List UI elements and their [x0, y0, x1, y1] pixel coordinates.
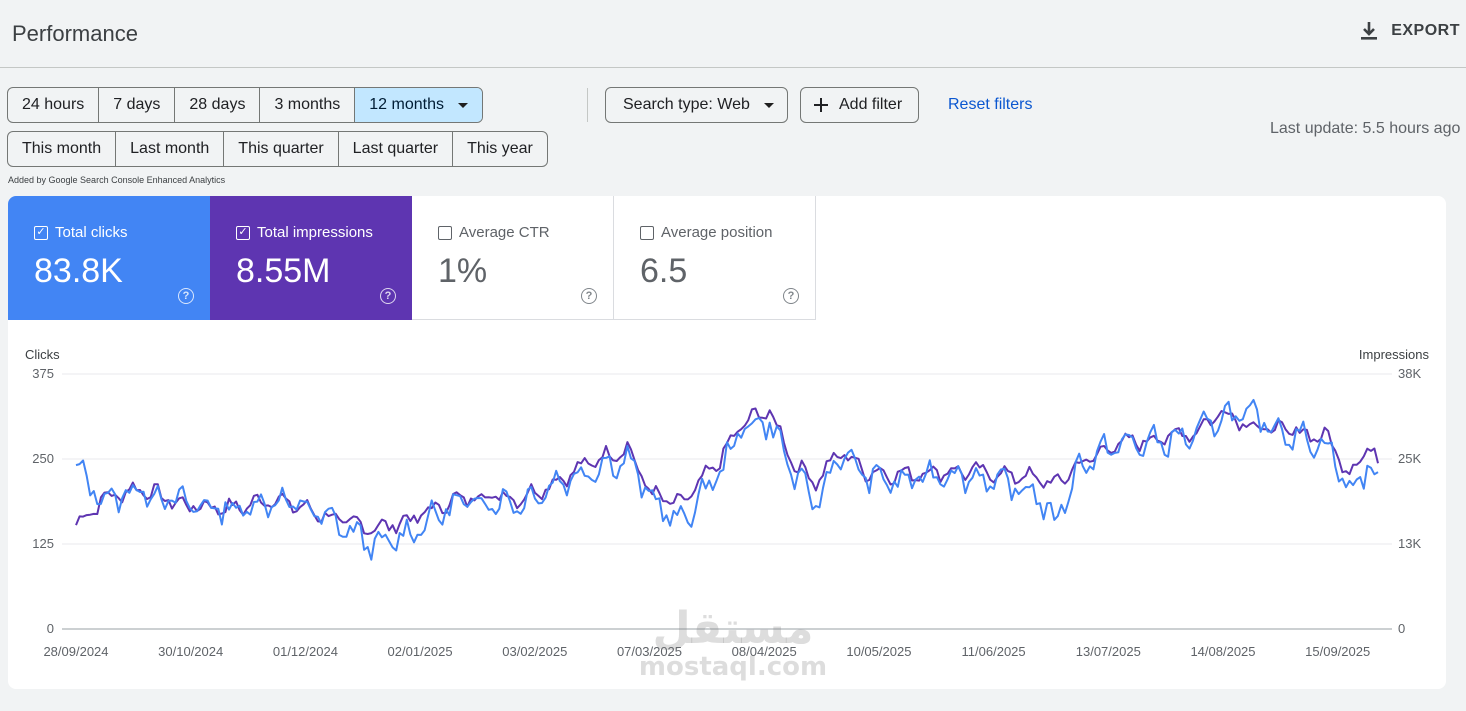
reset-filters-link[interactable]: Reset filters — [948, 96, 1033, 113]
x-tick-label: 13/07/2025 — [1076, 644, 1141, 659]
help-icon[interactable]: ? — [783, 288, 799, 304]
metric-value: 8.55M — [236, 252, 331, 290]
range-24-hours[interactable]: 24 hours — [8, 88, 100, 122]
metric-value: 83.8K — [34, 252, 123, 290]
x-tick-label: 07/03/2025 — [617, 644, 682, 659]
top-bar: Performance EXPORT — [0, 0, 1466, 68]
search-type-label: Search type: Web — [623, 96, 750, 113]
metric-label-row: Average CTR — [438, 224, 550, 241]
metric-average-position[interactable]: Average position 6.5 ? — [614, 196, 816, 320]
metric-average-ctr[interactable]: Average CTR 1% ? — [412, 196, 614, 320]
range-3-months[interactable]: 3 months — [260, 88, 356, 122]
metric-label: Average CTR — [459, 224, 550, 241]
period-last-quarter[interactable]: Last quarter — [339, 132, 454, 166]
period-this-month[interactable]: This month — [8, 132, 117, 166]
metric-value: 1% — [438, 252, 488, 290]
range-7-days[interactable]: 7 days — [99, 88, 176, 122]
range-28-days[interactable]: 28 days — [175, 88, 261, 122]
x-tick-label: 11/06/2025 — [962, 644, 1026, 659]
checkbox-unchecked-icon[interactable] — [640, 225, 654, 240]
download-icon — [1361, 22, 1378, 40]
y-tick-left: 250 — [32, 451, 54, 466]
metric-label: Average position — [661, 224, 773, 241]
y-tick-right: 25K — [1398, 451, 1421, 466]
search-type-dropdown[interactable]: Search type: Web — [605, 87, 788, 123]
toolbar-divider — [587, 88, 588, 122]
y-tick-left: 375 — [32, 366, 54, 381]
add-filter-button[interactable]: Add filter — [800, 87, 920, 123]
metric-total-clicks[interactable]: ✓ Total clicks 83.8K ? — [8, 196, 210, 320]
metric-label-row: ✓ Total clicks — [34, 224, 128, 241]
checkbox-unchecked-icon[interactable] — [438, 225, 452, 240]
y-tick-left: 0 — [47, 621, 54, 636]
x-tick-label: 14/08/2025 — [1190, 644, 1255, 659]
metric-label: Total clicks — [55, 224, 128, 241]
x-tick-label: 01/12/2024 — [273, 644, 338, 659]
period-this-year[interactable]: This year — [467, 140, 533, 157]
caret-down-icon — [457, 102, 468, 108]
page-title: Performance — [12, 21, 138, 46]
export-label: EXPORT — [1391, 22, 1460, 39]
x-tick-label: 10/05/2025 — [846, 644, 911, 659]
y-tick-left: 125 — [32, 536, 54, 551]
x-tick-label: 15/09/2025 — [1305, 644, 1370, 659]
metric-label-row: Average position — [640, 224, 772, 241]
y-tick-right: 38K — [1398, 366, 1421, 381]
period-selector: This month Last month This quarter Last … — [7, 131, 548, 167]
clicks-series-line — [75, 398, 1379, 561]
help-icon[interactable]: ? — [380, 288, 396, 304]
x-tick-label: 02/01/2025 — [388, 644, 453, 659]
x-tick-label: 08/04/2025 — [732, 644, 797, 659]
metric-total-impressions[interactable]: ✓ Total impressions 8.55M ? — [210, 196, 412, 320]
y-tick-right: 0 — [1398, 621, 1405, 636]
checkbox-checked-icon[interactable]: ✓ — [236, 225, 250, 240]
caret-down-icon — [763, 102, 774, 108]
checkbox-checked-icon[interactable]: ✓ — [34, 225, 48, 240]
y-tick-right: 13K — [1398, 536, 1421, 551]
period-last-month[interactable]: Last month — [116, 132, 225, 166]
date-range-selector: 24 hours 7 days 28 days 3 months 12 mont… — [7, 87, 483, 123]
x-tick-label: 30/10/2024 — [158, 644, 223, 659]
metric-value: 6.5 — [640, 252, 688, 290]
plus-icon — [814, 98, 828, 112]
help-icon[interactable]: ? — [178, 288, 194, 304]
performance-card: ✓ Total clicks 83.8K ? ✓ Total impressio… — [8, 196, 1446, 689]
export-button[interactable]: EXPORT — [1359, 20, 1460, 42]
impressions-series-line — [75, 407, 1379, 535]
performance-chart: Clicks Impressions 375 38K 250 25K 125 13K 0 0 28/… — [25, 347, 1430, 659]
range-12-months[interactable]: 12 months — [355, 88, 482, 122]
y-axis-right-title: Impressions — [1359, 347, 1430, 362]
x-tick-label: 28/09/2024 — [43, 644, 108, 659]
extension-credit: Added by Google Search Console Enhanced … — [8, 175, 226, 185]
metric-label-row: ✓ Total impressions — [236, 224, 373, 241]
add-filter-label: Add filter — [839, 96, 903, 113]
x-tick-label: 03/02/2025 — [502, 644, 567, 659]
help-icon[interactable]: ? — [581, 288, 597, 304]
metric-label: Total impressions — [257, 224, 373, 241]
last-update-text: Last update: 5.5 hours ago — [1270, 120, 1461, 137]
y-axis-left-title: Clicks — [25, 347, 60, 362]
period-this-quarter[interactable]: This quarter — [224, 132, 339, 166]
range-12-months-label: 12 months — [369, 96, 444, 113]
